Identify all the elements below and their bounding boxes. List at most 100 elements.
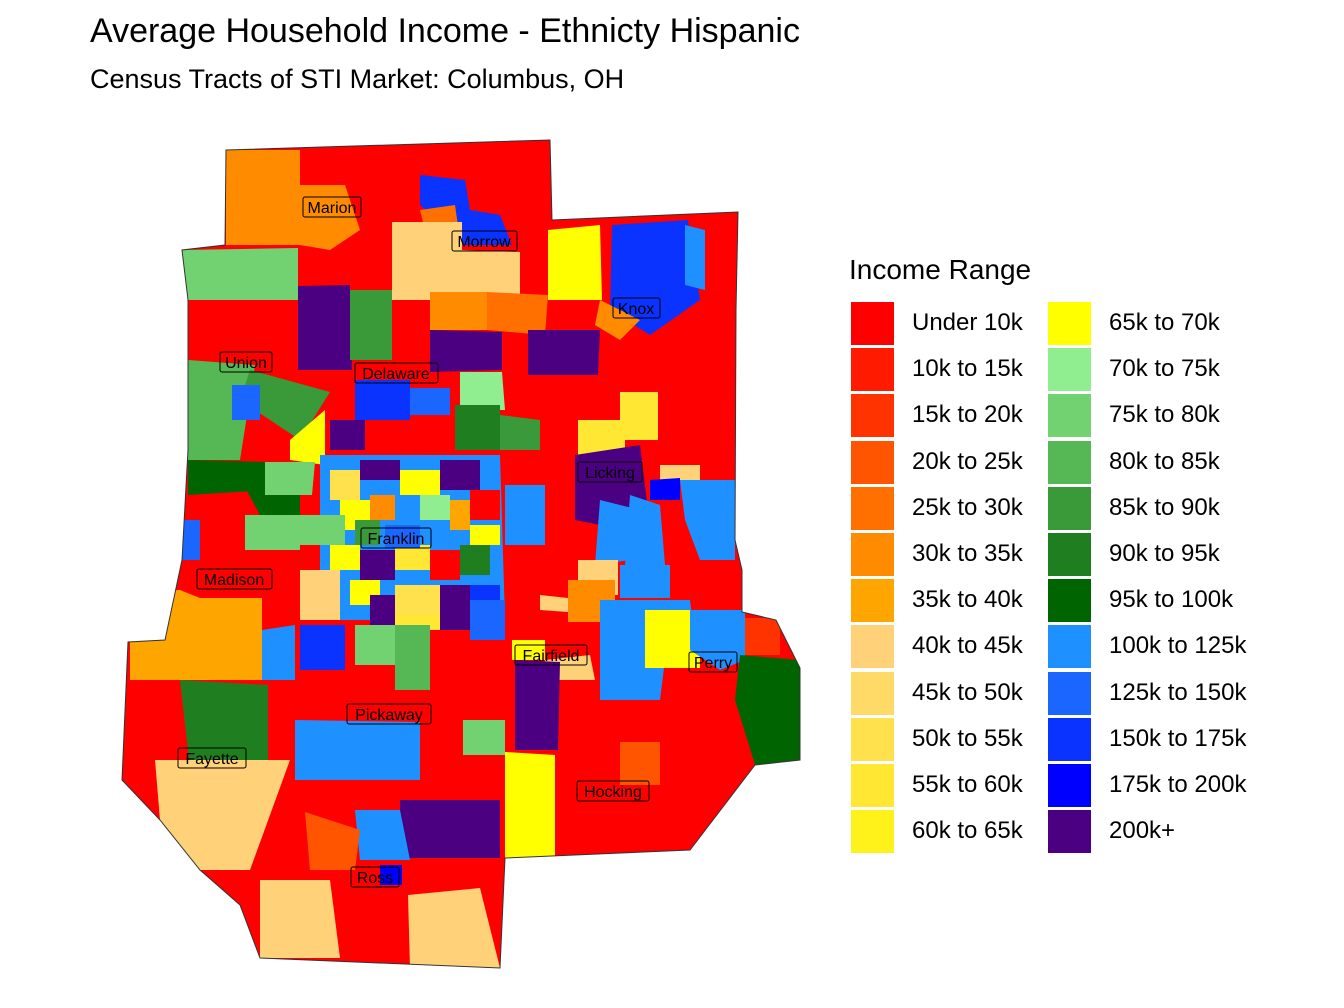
tract	[625, 495, 665, 565]
tract	[462, 250, 520, 295]
legend-item: 200k+	[1048, 810, 1288, 854]
map-title: Average Household Income - Ethnicty Hisp…	[90, 12, 800, 50]
tract	[350, 290, 392, 360]
tract	[460, 372, 505, 410]
tract	[455, 405, 500, 450]
tract	[408, 888, 500, 968]
tract	[400, 470, 440, 495]
svg-text:Pickaway: Pickaway	[355, 707, 423, 724]
tract	[548, 225, 602, 300]
tract	[330, 470, 360, 500]
tract	[305, 812, 360, 870]
legend-item: 60k to 65k	[851, 810, 1091, 854]
county-label-knox: Knox	[612, 297, 661, 319]
tract	[645, 610, 700, 668]
legend-item: 150k to 175k	[1048, 717, 1288, 762]
legend-swatch	[851, 394, 894, 438]
county-label-morrow: Morrow	[451, 230, 518, 252]
tract	[735, 655, 800, 765]
legend-item: 70k to 75k	[1048, 348, 1288, 392]
tract	[370, 595, 395, 625]
tract-polygons	[122, 140, 800, 968]
legend-label: 55k to 60k	[912, 771, 1023, 798]
legend-label: 90k to 95k	[1109, 540, 1220, 567]
legend-swatch	[851, 764, 894, 807]
legend-swatch	[1048, 717, 1091, 761]
legend-label: Under 10k	[912, 309, 1023, 336]
tract	[410, 388, 450, 415]
tract	[420, 495, 450, 520]
legend-label: 125k to 150k	[1109, 678, 1247, 706]
county-label-hocking: Hocking	[576, 780, 650, 802]
tract	[463, 720, 505, 755]
legend-swatch	[1048, 625, 1091, 669]
county-label-fayette: Fayette	[177, 747, 247, 769]
legend-swatch	[1048, 810, 1091, 854]
legend-item: 95k to 100k	[1048, 579, 1288, 623]
legend-item: 65k to 70k	[1048, 302, 1288, 346]
svg-text:Delaware: Delaware	[362, 366, 430, 383]
tract	[240, 370, 330, 440]
tract	[232, 385, 260, 420]
svg-text:Morrow: Morrow	[457, 234, 511, 251]
legend-swatch	[851, 440, 894, 484]
tract	[355, 810, 410, 860]
tract	[395, 625, 430, 690]
legend-item: 45k to 50k	[851, 671, 1091, 716]
county-label-marion: Marion	[302, 196, 362, 218]
tract	[430, 330, 502, 372]
tract	[430, 630, 465, 680]
tract	[245, 515, 300, 550]
legend-item: 90k to 95k	[1048, 533, 1288, 577]
tract	[610, 220, 700, 335]
legend-label: 80k to 85k	[1109, 447, 1220, 475]
tract	[298, 285, 352, 370]
tract	[430, 550, 460, 580]
tract	[460, 545, 490, 575]
legend-item: 30k to 35k	[851, 533, 1091, 577]
svg-text:Fayette: Fayette	[185, 751, 238, 768]
legend-item: 85k to 90k	[1048, 486, 1288, 531]
svg-text:Hocking: Hocking	[584, 784, 642, 801]
tract	[450, 500, 470, 530]
tract	[505, 485, 545, 545]
county-label-perry: Perry	[688, 651, 738, 673]
legend-title: Income Range	[849, 254, 1032, 285]
tract	[370, 495, 395, 520]
tract	[295, 720, 420, 780]
tract	[500, 415, 540, 450]
county-label-union: Union	[219, 351, 273, 373]
tract	[470, 525, 500, 545]
tract	[470, 600, 505, 640]
tract	[385, 525, 420, 548]
legend-label: 85k to 90k	[1109, 493, 1220, 521]
tract	[290, 410, 325, 465]
tract	[620, 392, 658, 440]
legend-label: 50k to 55k	[912, 724, 1023, 752]
tract	[680, 480, 735, 560]
legend-swatch	[1048, 764, 1091, 807]
legend-label: 20k to 25k	[912, 447, 1023, 475]
county-labels: Marion Morrow Knox Union Delaware Lickin…	[177, 196, 738, 888]
tract	[400, 800, 500, 858]
tract	[420, 175, 512, 245]
county-label-fairfield: Fairfield	[514, 644, 588, 666]
legend-swatch	[851, 579, 894, 623]
legend-swatch	[851, 810, 894, 854]
tract	[515, 660, 560, 750]
svg-text:Franklin: Franklin	[368, 531, 425, 548]
tract	[470, 490, 500, 520]
legend-label: 100k to 125k	[1109, 632, 1247, 660]
tract	[155, 760, 290, 870]
tract	[360, 550, 395, 580]
legend-swatch	[1048, 348, 1091, 392]
tract	[595, 300, 640, 340]
legend-item: 10k to 15k	[851, 348, 1091, 392]
tract	[430, 292, 487, 330]
legend-label: 45k to 50k	[912, 678, 1023, 706]
legend-swatch	[851, 302, 894, 345]
tract	[650, 478, 680, 500]
county-label-ross: Ross	[350, 866, 400, 888]
legend-item: 20k to 25k	[851, 440, 1091, 485]
svg-text:Madison: Madison	[204, 572, 264, 589]
